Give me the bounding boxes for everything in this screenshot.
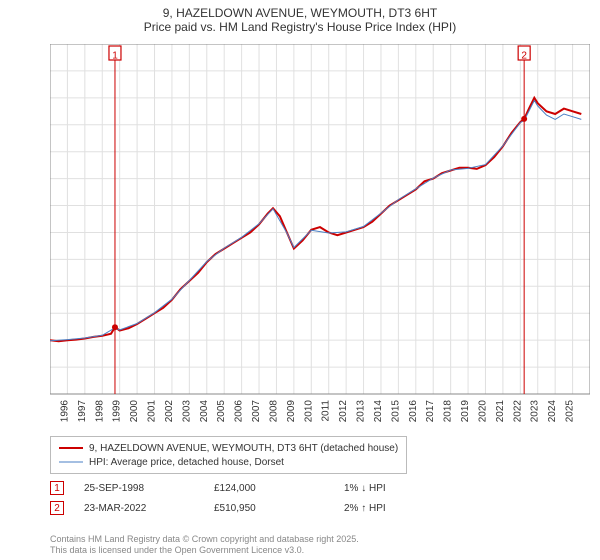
sale-marker-icon: 1 — [50, 481, 64, 495]
x-tick-label: 1998 — [94, 400, 105, 423]
legend-label: 9, HAZELDOWN AVENUE, WEYMOUTH, DT3 6HT (… — [89, 443, 398, 454]
sale-price: £124,000 — [214, 483, 344, 494]
chart-marker-1: 1 — [112, 51, 118, 62]
sale-date: 23-MAR-2022 — [84, 503, 214, 514]
x-tick-label: 2005 — [216, 400, 227, 423]
chart-marker-2: 2 — [521, 51, 527, 62]
x-tick-label: 2016 — [408, 400, 419, 423]
legend: 9, HAZELDOWN AVENUE, WEYMOUTH, DT3 6HT (… — [50, 436, 407, 474]
footer-line1: Contains HM Land Registry data © Crown c… — [50, 534, 359, 545]
sale-marker-icon: 2 — [50, 501, 64, 515]
x-tick-label: 2009 — [286, 400, 297, 423]
title-address: 9, HAZELDOWN AVENUE, WEYMOUTH, DT3 6HT — [0, 6, 600, 20]
x-tick-label: 1999 — [112, 400, 123, 423]
x-tick-label: 2021 — [495, 400, 506, 423]
sales-table: 1 25-SEP-1998 £124,000 1% ↓ HPI 2 23-MAR… — [50, 478, 386, 518]
chart-svg: £0£50K£100K£150K£200K£250K£300K£350K£400… — [50, 44, 590, 430]
chart-container: 9, HAZELDOWN AVENUE, WEYMOUTH, DT3 6HT P… — [0, 0, 600, 560]
x-tick-label: 2007 — [251, 400, 262, 423]
x-tick-label: 2015 — [390, 400, 401, 423]
x-tick-label: 2019 — [460, 400, 471, 423]
x-tick-label: 1996 — [59, 400, 70, 423]
x-tick-label: 2002 — [164, 400, 175, 423]
footer-line2: This data is licensed under the Open Gov… — [50, 545, 359, 556]
legend-item-price-paid: 9, HAZELDOWN AVENUE, WEYMOUTH, DT3 6HT (… — [59, 441, 398, 455]
chart-area: £0£50K£100K£150K£200K£250K£300K£350K£400… — [50, 44, 590, 430]
x-tick-label: 2018 — [443, 400, 454, 423]
x-tick-label: 2001 — [147, 400, 158, 423]
x-tick-label: 2022 — [512, 400, 523, 423]
sale-row: 2 23-MAR-2022 £510,950 2% ↑ HPI — [50, 498, 386, 518]
x-tick-label: 2004 — [199, 400, 210, 423]
legend-item-hpi: HPI: Average price, detached house, Dors… — [59, 455, 398, 469]
x-tick-label: 2003 — [181, 400, 192, 423]
sale-price: £510,950 — [214, 503, 344, 514]
x-tick-label: 2008 — [268, 400, 279, 423]
x-tick-label: 2010 — [303, 400, 314, 423]
x-tick-label: 2011 — [321, 400, 332, 422]
x-tick-label: 2020 — [477, 400, 488, 423]
x-tick-label: 2017 — [425, 400, 436, 423]
x-tick-label: 2013 — [356, 400, 367, 423]
x-tick-label: 2023 — [530, 400, 541, 423]
x-tick-label: 1995 — [50, 400, 53, 423]
x-tick-label: 2025 — [565, 400, 576, 423]
legend-swatch — [59, 457, 83, 467]
x-tick-label: 2012 — [338, 400, 349, 423]
legend-swatch — [59, 443, 83, 453]
x-tick-label: 2000 — [129, 400, 140, 423]
x-tick-label: 2006 — [234, 400, 245, 423]
legend-label: HPI: Average price, detached house, Dors… — [89, 457, 284, 468]
title-subtitle: Price paid vs. HM Land Registry's House … — [0, 20, 600, 34]
x-tick-label: 2024 — [547, 400, 558, 423]
sale-row: 1 25-SEP-1998 £124,000 1% ↓ HPI — [50, 478, 386, 498]
sale-date: 25-SEP-1998 — [84, 483, 214, 494]
x-tick-label: 2014 — [373, 400, 384, 423]
sale-hpi-delta: 2% ↑ HPI — [344, 503, 386, 514]
footer-attribution: Contains HM Land Registry data © Crown c… — [50, 534, 359, 557]
x-tick-label: 1997 — [77, 400, 88, 423]
title-block: 9, HAZELDOWN AVENUE, WEYMOUTH, DT3 6HT P… — [0, 0, 600, 36]
sale-hpi-delta: 1% ↓ HPI — [344, 483, 386, 494]
